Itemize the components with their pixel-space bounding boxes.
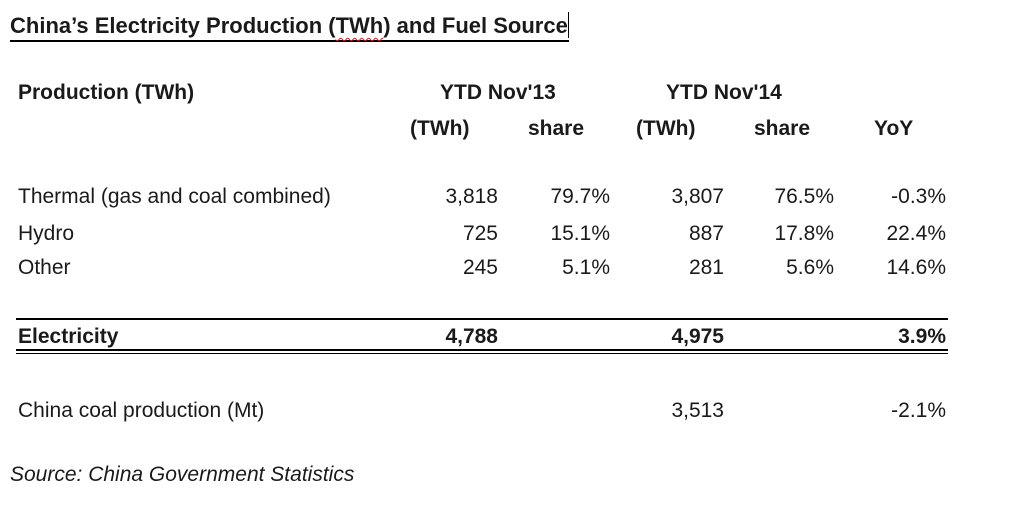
- column-header-period-2013: YTD Nov'13: [440, 81, 556, 104]
- column-header-twh-2013: (TWh): [410, 117, 470, 140]
- cell-twh-2013: 725: [462, 222, 498, 245]
- cell-yoy: 14.6%: [886, 256, 946, 279]
- total-bottom-rule: [16, 349, 948, 351]
- cell-twh-2014: 281: [688, 256, 724, 279]
- cell-twh-2013: 245: [462, 256, 498, 279]
- column-header-share-2014: share: [754, 117, 811, 140]
- coal-value-2014: 3,513: [671, 399, 724, 422]
- total-twh-2013: 4,788: [445, 325, 498, 348]
- cell-share-2014: 76.5%: [774, 185, 834, 208]
- cell-share-2014: 5.6%: [786, 256, 834, 279]
- page-title: China’s Electricity Production (TWh) and…: [10, 12, 569, 42]
- total-twh-2014: 4,975: [671, 325, 724, 348]
- column-header-share-2013: share: [528, 117, 585, 140]
- cell-share-2014: 17.8%: [774, 222, 834, 245]
- coal-yoy: -2.1%: [891, 399, 946, 422]
- cell-share-2013: 5.1%: [562, 256, 610, 279]
- source-note: Source: China Government Statistics: [10, 463, 355, 486]
- total-yoy: 3.9%: [898, 325, 946, 348]
- cell-twh-2014: 887: [688, 222, 724, 245]
- cell-share-2013: 79.7%: [550, 185, 610, 208]
- row-label: Thermal (gas and coal combined): [18, 185, 331, 208]
- column-header-production: Production (TWh): [18, 81, 195, 104]
- coal-label: China coal production (Mt): [18, 399, 265, 422]
- total-double-rule: [16, 353, 948, 354]
- column-header-twh-2014: (TWh): [636, 117, 696, 140]
- row-label: Hydro: [18, 222, 75, 245]
- cell-yoy: -0.3%: [891, 185, 946, 208]
- spellcheck-underlined-word: TWh: [335, 13, 384, 38]
- cell-twh-2013: 3,818: [445, 185, 498, 208]
- text-cursor: [567, 12, 569, 38]
- total-label: Electricity: [18, 325, 119, 348]
- total-top-rule: [16, 318, 948, 320]
- cell-yoy: 22.4%: [886, 222, 946, 245]
- cell-share-2013: 15.1%: [550, 222, 610, 245]
- column-header-yoy: YoY: [874, 117, 914, 140]
- row-label: Other: [18, 256, 71, 279]
- column-header-period-2014: YTD Nov'14: [666, 81, 782, 104]
- cell-twh-2014: 3,807: [671, 185, 724, 208]
